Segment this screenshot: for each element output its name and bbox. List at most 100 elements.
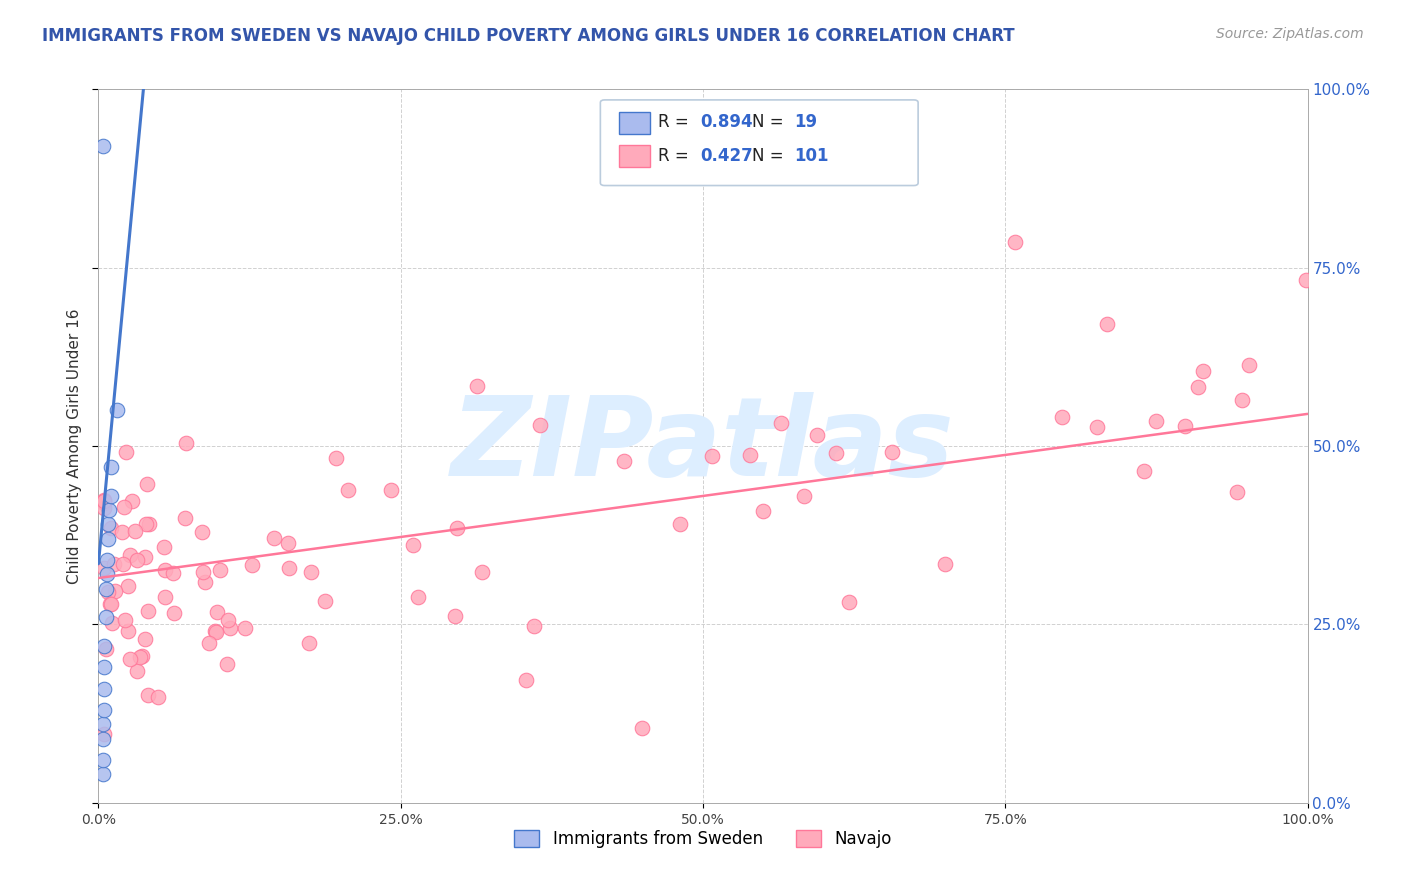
Point bbox=[103, 558, 125, 572]
Text: 101: 101 bbox=[794, 147, 830, 165]
Point bbox=[91, 139, 114, 153]
Point bbox=[97, 517, 120, 532]
Point bbox=[465, 378, 488, 392]
Point bbox=[96, 567, 118, 582]
Point bbox=[153, 541, 176, 555]
Point bbox=[112, 500, 135, 515]
Point bbox=[1237, 358, 1260, 372]
Point bbox=[98, 503, 121, 517]
Point bbox=[131, 649, 153, 664]
Text: 0.894: 0.894 bbox=[700, 113, 752, 131]
Text: 19: 19 bbox=[794, 113, 817, 131]
Point bbox=[934, 557, 956, 571]
Point bbox=[135, 476, 157, 491]
Text: R =: R = bbox=[658, 147, 689, 165]
Point bbox=[515, 673, 537, 688]
Point bbox=[325, 451, 347, 466]
Point bbox=[740, 448, 762, 462]
Point bbox=[278, 561, 301, 575]
Point bbox=[138, 604, 160, 618]
Text: IMMIGRANTS FROM SWEDEN VS NAVAJO CHILD POVERTY AMONG GIRLS UNDER 16 CORRELATION : IMMIGRANTS FROM SWEDEN VS NAVAJO CHILD P… bbox=[42, 27, 1015, 45]
Text: 0.427: 0.427 bbox=[700, 147, 754, 165]
Point bbox=[100, 521, 122, 535]
Point bbox=[138, 517, 160, 532]
Point bbox=[380, 483, 402, 497]
Point bbox=[96, 553, 118, 567]
Point bbox=[91, 731, 114, 746]
Text: R =: R = bbox=[658, 113, 689, 131]
Point bbox=[198, 635, 221, 649]
Point bbox=[115, 444, 138, 458]
Point bbox=[162, 566, 184, 581]
Point bbox=[218, 621, 240, 635]
Point bbox=[114, 613, 136, 627]
Point bbox=[523, 619, 546, 633]
Point bbox=[104, 584, 127, 599]
Point bbox=[112, 558, 135, 572]
Point bbox=[793, 489, 815, 503]
Point bbox=[117, 624, 139, 638]
Point bbox=[155, 563, 177, 577]
Point bbox=[135, 516, 157, 531]
Point bbox=[93, 561, 115, 575]
Point bbox=[1004, 235, 1026, 250]
Point bbox=[93, 494, 115, 508]
Point bbox=[240, 558, 263, 573]
Point bbox=[752, 504, 775, 518]
Point bbox=[299, 566, 322, 580]
Point bbox=[100, 489, 122, 503]
Point bbox=[298, 635, 321, 649]
Point bbox=[96, 642, 118, 657]
Point bbox=[217, 657, 239, 671]
Point bbox=[1174, 419, 1197, 434]
Point bbox=[94, 582, 117, 596]
Point bbox=[91, 753, 114, 767]
Point bbox=[94, 610, 117, 624]
Point bbox=[101, 616, 124, 631]
Point bbox=[91, 767, 114, 781]
Point bbox=[446, 521, 468, 535]
Point bbox=[205, 606, 228, 620]
Point bbox=[1192, 364, 1215, 378]
Point bbox=[205, 624, 228, 639]
Point bbox=[1133, 464, 1156, 478]
Point bbox=[97, 532, 120, 546]
Point bbox=[806, 428, 828, 442]
Point bbox=[93, 660, 115, 674]
Point bbox=[529, 417, 551, 432]
Point bbox=[204, 624, 226, 638]
Point bbox=[93, 681, 115, 696]
Point bbox=[770, 417, 793, 431]
Point bbox=[217, 613, 239, 627]
Point bbox=[134, 549, 156, 564]
Point bbox=[263, 531, 285, 545]
Point bbox=[1226, 484, 1249, 499]
Point bbox=[314, 594, 336, 608]
Point bbox=[443, 609, 465, 624]
Point bbox=[406, 591, 429, 605]
Point bbox=[121, 494, 143, 508]
Point bbox=[93, 703, 115, 717]
Point bbox=[136, 688, 159, 702]
Point bbox=[882, 445, 904, 459]
Point bbox=[174, 436, 197, 450]
Point bbox=[613, 454, 636, 468]
Point bbox=[117, 579, 139, 593]
Text: Source: ZipAtlas.com: Source: ZipAtlas.com bbox=[1216, 27, 1364, 41]
Point bbox=[93, 639, 115, 653]
Point bbox=[700, 449, 723, 463]
Point bbox=[1232, 393, 1254, 408]
Point bbox=[208, 563, 231, 577]
Point bbox=[97, 584, 120, 599]
Point bbox=[93, 492, 115, 507]
Point bbox=[134, 632, 156, 646]
Point bbox=[838, 595, 860, 609]
Point bbox=[93, 496, 115, 510]
Point bbox=[98, 597, 121, 611]
Text: N =: N = bbox=[752, 147, 783, 165]
Point bbox=[824, 446, 846, 460]
Text: N =: N = bbox=[752, 113, 783, 131]
Legend: Immigrants from Sweden, Navajo: Immigrants from Sweden, Navajo bbox=[515, 830, 891, 848]
Point bbox=[174, 510, 197, 524]
Point bbox=[91, 717, 114, 731]
